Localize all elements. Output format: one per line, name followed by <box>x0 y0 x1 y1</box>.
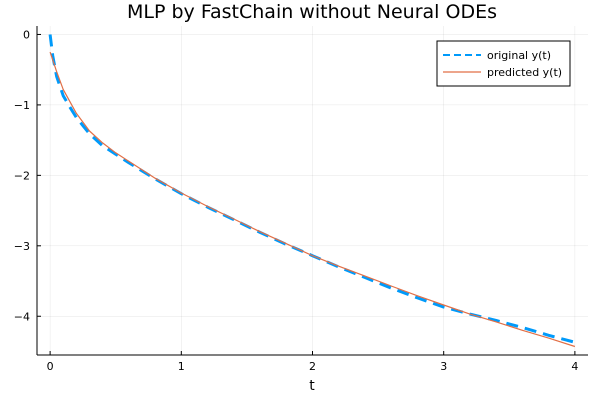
y-ticks: 0 −1 −2 −3 −4 <box>14 28 41 323</box>
chart-title: MLP by FastChain without Neural ODEs <box>127 1 497 23</box>
y-tick-label: −4 <box>14 310 30 323</box>
y-tick-label: −2 <box>14 169 30 182</box>
legend-label-0: original y(t) <box>487 49 551 62</box>
x-tick-label: 3 <box>440 360 447 373</box>
x-tick-label: 1 <box>178 360 185 373</box>
x-ticks: 0 1 2 3 4 <box>47 351 578 373</box>
y-tick-label: −1 <box>14 99 30 112</box>
y-tick-label: 0 <box>23 28 30 41</box>
series-line-0 <box>48 34 576 344</box>
x-tick-label: 0 <box>47 360 54 373</box>
legend: original y(t) predicted y(t) <box>436 40 571 87</box>
x-tick-label: 4 <box>571 360 578 373</box>
grid <box>37 26 588 355</box>
x-axis-label: t <box>309 378 315 394</box>
legend-box <box>436 40 571 87</box>
legend-label-1: predicted y(t) <box>487 66 562 79</box>
x-tick-label: 2 <box>309 360 316 373</box>
y-tick-label: −3 <box>14 240 30 253</box>
series-line-1 <box>49 51 576 348</box>
series-layer <box>48 34 576 348</box>
